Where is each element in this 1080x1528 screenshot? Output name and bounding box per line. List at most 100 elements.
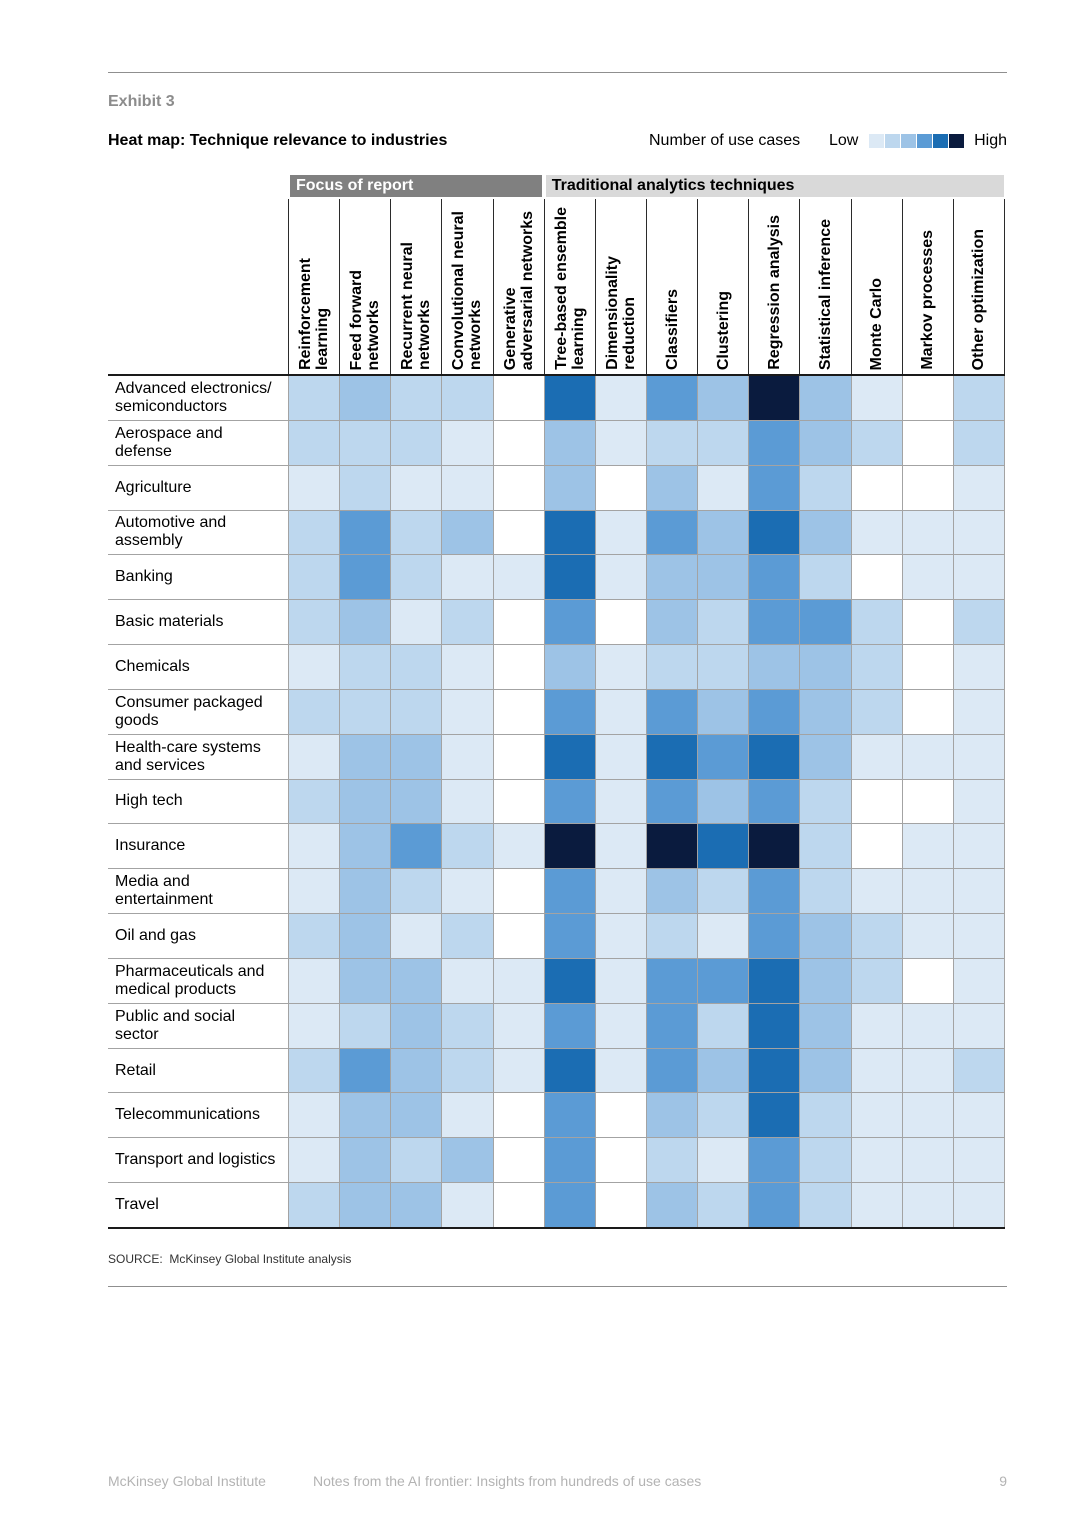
heatmap-cell (289, 645, 340, 689)
heatmap-cell (442, 1183, 493, 1227)
heatmap-cell (340, 1093, 391, 1138)
heatmap-cell (953, 824, 1004, 869)
heatmap-cell (953, 1183, 1004, 1227)
heatmap-cell (391, 510, 442, 555)
heatmap-cell (749, 600, 800, 645)
row-label: Banking (108, 555, 288, 600)
legend-swatch (885, 134, 900, 148)
grid-bottom-line (108, 1227, 1005, 1229)
heatmap-cell (749, 869, 800, 914)
heatmap-cell (595, 914, 646, 958)
heatmap-cell (646, 420, 698, 465)
heatmap-cell (289, 914, 340, 958)
heatmap-cell (391, 734, 442, 779)
heatmap-cell (902, 376, 953, 420)
column-header: Statistical inference (800, 199, 851, 374)
heatmap-cell (800, 734, 851, 779)
heatmap-cell (851, 1048, 902, 1093)
heatmap-cell (340, 734, 391, 779)
heatmap-cell (493, 645, 544, 689)
heatmap-cell (289, 1183, 340, 1227)
heatmap-cell (391, 376, 442, 420)
heatmap-cell (391, 1003, 442, 1048)
heatmap-cell (953, 510, 1004, 555)
heatmap-cell (340, 555, 391, 600)
heatmap-cell (595, 734, 646, 779)
heatmap-cell (493, 914, 544, 958)
heatmap-cell (749, 465, 800, 510)
heatmap-cell (340, 600, 391, 645)
row-label: Health-care systems and services (108, 734, 288, 779)
heatmap-cell (595, 689, 646, 734)
heatmap-cell (749, 958, 800, 1003)
legend-swatch (933, 134, 948, 148)
heatmap-cell (595, 779, 646, 824)
heatmap-cell (749, 645, 800, 689)
heatmap-cell (902, 958, 953, 1003)
heatmap-cell (698, 914, 749, 958)
footer-publisher: McKinsey Global Institute (108, 1473, 266, 1489)
heatmap-cell (646, 779, 698, 824)
heatmap-cell (851, 645, 902, 689)
heatmap-cell (340, 1048, 391, 1093)
heatmap-cell (340, 824, 391, 869)
heatmap-cell (902, 510, 953, 555)
heatmap-cell (902, 689, 953, 734)
heatmap-cell (493, 779, 544, 824)
heatmap-cell (698, 555, 749, 600)
heatmap-cell (902, 420, 953, 465)
heatmap-cell (851, 1183, 902, 1227)
heatmap-cell (646, 734, 698, 779)
heatmap-cell (800, 1003, 851, 1048)
heatmap-cell (289, 555, 340, 600)
heatmap-cell (289, 824, 340, 869)
heatmap-cell (595, 1138, 646, 1183)
heatmap-cell (493, 1093, 544, 1138)
heatmap-cell (851, 600, 902, 645)
heatmap-cell (646, 600, 698, 645)
row-label: Travel (108, 1183, 288, 1227)
legend-high-label: High (974, 132, 1007, 149)
heatmap-cell (493, 1183, 544, 1227)
heatmap-cell (953, 1093, 1004, 1138)
heatmap-cell (902, 1003, 953, 1048)
heatmap-cell (493, 465, 544, 510)
heatmap-cell (340, 958, 391, 1003)
heatmap-cell (800, 689, 851, 734)
heatmap-cell (698, 1003, 749, 1048)
column-group-bands: Focus of report Traditional analytics tec… (108, 175, 1005, 197)
heatmap-cell (391, 824, 442, 869)
heatmap-cell (698, 779, 749, 824)
heatmap-cell (851, 376, 902, 420)
heatmap-cell (953, 734, 1004, 779)
heatmap-cell (953, 645, 1004, 689)
heatmap-cell (595, 600, 646, 645)
heatmap-cell (289, 420, 340, 465)
heatmap-cell (544, 1183, 595, 1227)
heatmap-cell (646, 555, 698, 600)
heatmap-cell (442, 824, 493, 869)
heatmap-cell (902, 779, 953, 824)
heatmap-cell (544, 1048, 595, 1093)
heatmap-cell (289, 689, 340, 734)
heatmap-cell (391, 689, 442, 734)
column-header-label: Tree-based ensemble learning (552, 207, 587, 370)
heatmap-cell (391, 958, 442, 1003)
heatmap-cell (800, 1048, 851, 1093)
heatmap-cell (340, 1138, 391, 1183)
column-header-label: Regression analysis (765, 215, 783, 370)
heatmap-cell (340, 869, 391, 914)
heatmap-cell (289, 510, 340, 555)
row-label: Advanced electronics/ semiconductors (108, 376, 288, 420)
heatmap-cell (646, 869, 698, 914)
heatmap-cell (442, 465, 493, 510)
heatmap-cell (953, 376, 1004, 420)
column-header-label: Clustering (714, 290, 732, 370)
heatmap-cell (851, 555, 902, 600)
heatmap-cell (595, 1048, 646, 1093)
column-header-label: Statistical inference (816, 218, 834, 370)
heatmap-cell (595, 958, 646, 1003)
heatmap-cell (800, 510, 851, 555)
heatmap-cell (953, 779, 1004, 824)
heatmap-cell (953, 869, 1004, 914)
